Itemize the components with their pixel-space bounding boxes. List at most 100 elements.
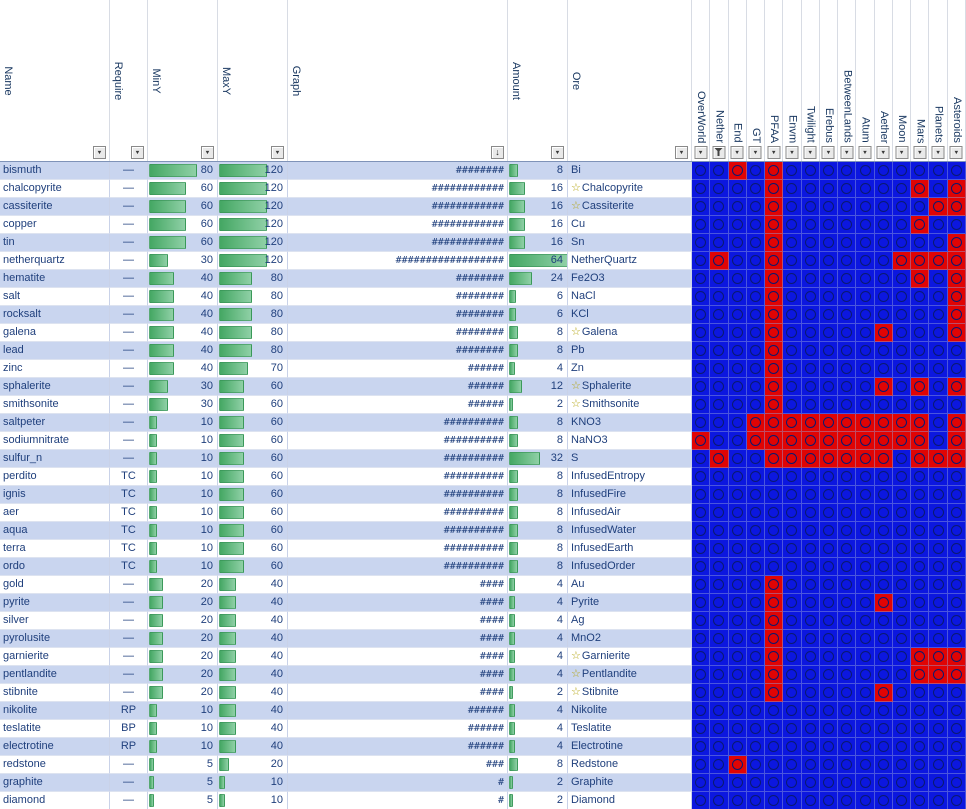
cell-min-y[interactable]: 40 [148,324,218,342]
dim-cell-overworld[interactable] [692,342,711,360]
dim-cell-moon[interactable] [892,558,912,576]
dim-cell-moon[interactable] [892,288,912,306]
dim-cell-betweenlands[interactable] [838,756,857,774]
dim-cell-aether[interactable] [874,396,893,414]
dim-cell-pfaa[interactable] [765,522,784,540]
dim-cell-mars[interactable] [911,324,930,342]
cell-require[interactable]: — [110,342,148,360]
dim-cell-envm[interactable] [783,540,802,558]
dim-cell-envm[interactable] [783,324,802,342]
dim-cell-end[interactable] [728,630,747,648]
dim-cell-envm[interactable] [783,396,802,414]
dim-cell-mars[interactable] [911,486,930,504]
cell-amount[interactable]: 4 [508,720,568,738]
cell-max-y[interactable]: 120 [218,180,288,198]
cell-min-y[interactable]: 5 [148,756,218,774]
cell-max-y[interactable]: 80 [218,270,288,288]
dim-cell-erebus[interactable] [819,720,839,738]
dim-cell-erebus[interactable] [819,522,839,540]
cell-amount[interactable]: 16 [508,198,568,216]
dim-cell-aether[interactable] [874,684,893,702]
dim-cell-nether[interactable] [710,666,729,684]
dim-cell-atum[interactable] [856,486,875,504]
dim-cell-overworld[interactable] [692,216,711,234]
dim-cell-moon[interactable] [892,540,912,558]
cell-graph[interactable]: ########## [288,504,508,522]
cell-max-y[interactable]: 60 [218,396,288,414]
dim-cell-erebus[interactable] [819,342,839,360]
cell-ore[interactable]: Fe2O3 [568,270,692,288]
dim-cell-nether[interactable] [710,432,729,450]
cell-amount[interactable]: 16 [508,216,568,234]
dim-cell-mars[interactable] [911,432,930,450]
cell-min-y[interactable]: 40 [148,342,218,360]
dim-cell-end[interactable] [728,792,747,809]
cell-graph[interactable]: ########## [288,468,508,486]
cell-name[interactable]: sulfur_n [0,450,110,468]
dim-cell-pfaa[interactable] [765,288,784,306]
dim-cell-envm[interactable] [783,288,802,306]
dim-cell-erebus[interactable] [819,252,839,270]
dim-cell-nether[interactable] [710,774,729,792]
cell-ore[interactable]: KCl [568,306,692,324]
filter-button-ore[interactable]: ▼ [675,146,688,159]
dim-cell-aether[interactable] [874,432,893,450]
dim-cell-planets[interactable] [929,234,948,252]
dim-cell-atum[interactable] [856,558,875,576]
dim-cell-overworld[interactable] [692,252,711,270]
dim-cell-mars[interactable] [911,162,930,180]
cell-graph[interactable]: ###### [288,702,508,720]
dim-cell-aether[interactable] [874,162,893,180]
dim-cell-erebus[interactable] [819,738,839,756]
dim-cell-atum[interactable] [856,252,875,270]
dim-cell-planets[interactable] [929,486,948,504]
dim-cell-atum[interactable] [856,216,875,234]
cell-require[interactable]: — [110,774,148,792]
cell-amount[interactable]: 2 [508,774,568,792]
dim-cell-planets[interactable] [929,324,948,342]
dim-cell-planets[interactable] [929,252,948,270]
dim-cell-pfaa[interactable] [765,198,784,216]
dim-cell-nether[interactable] [710,198,729,216]
dim-cell-pfaa[interactable] [765,558,784,576]
dim-cell-betweenlands[interactable] [838,396,857,414]
cell-min-y[interactable]: 40 [148,270,218,288]
dim-cell-end[interactable] [728,738,747,756]
dim-cell-nether[interactable] [710,792,729,809]
cell-ore[interactable]: Pyrite [568,594,692,612]
cell-max-y[interactable]: 40 [218,702,288,720]
dim-cell-erebus[interactable] [819,774,839,792]
dim-cell-atum[interactable] [856,504,875,522]
dim-cell-moon[interactable] [892,792,912,809]
dim-cell-atum[interactable] [856,594,875,612]
dim-cell-envm[interactable] [783,720,802,738]
dim-cell-twilight[interactable] [801,648,820,666]
dim-cell-asteroids[interactable] [947,540,966,558]
cell-max-y[interactable]: 40 [218,720,288,738]
dim-cell-pfaa[interactable] [765,486,784,504]
dim-cell-aether[interactable] [874,414,893,432]
dim-cell-envm[interactable] [783,504,802,522]
dim-cell-planets[interactable] [929,738,948,756]
dim-cell-erebus[interactable] [819,216,839,234]
dim-cell-envm[interactable] [783,450,802,468]
dim-cell-atum[interactable] [856,702,875,720]
dim-cell-moon[interactable] [892,216,912,234]
cell-graph[interactable]: ###### [288,360,508,378]
dim-cell-erebus[interactable] [819,288,839,306]
dim-cell-overworld[interactable] [692,162,711,180]
filter-button-nether[interactable] [712,146,726,159]
dim-cell-aether[interactable] [874,738,893,756]
dim-cell-mars[interactable] [911,360,930,378]
cell-min-y[interactable]: 10 [148,738,218,756]
cell-amount[interactable]: 16 [508,234,568,252]
dim-cell-pfaa[interactable] [765,756,784,774]
cell-max-y[interactable]: 120 [218,234,288,252]
dim-cell-asteroids[interactable] [947,450,966,468]
dim-cell-twilight[interactable] [801,288,820,306]
dim-cell-overworld[interactable] [692,594,711,612]
cell-min-y[interactable]: 10 [148,702,218,720]
cell-graph[interactable]: ###### [288,396,508,414]
dim-cell-planets[interactable] [929,468,948,486]
dim-cell-mars[interactable] [911,396,930,414]
